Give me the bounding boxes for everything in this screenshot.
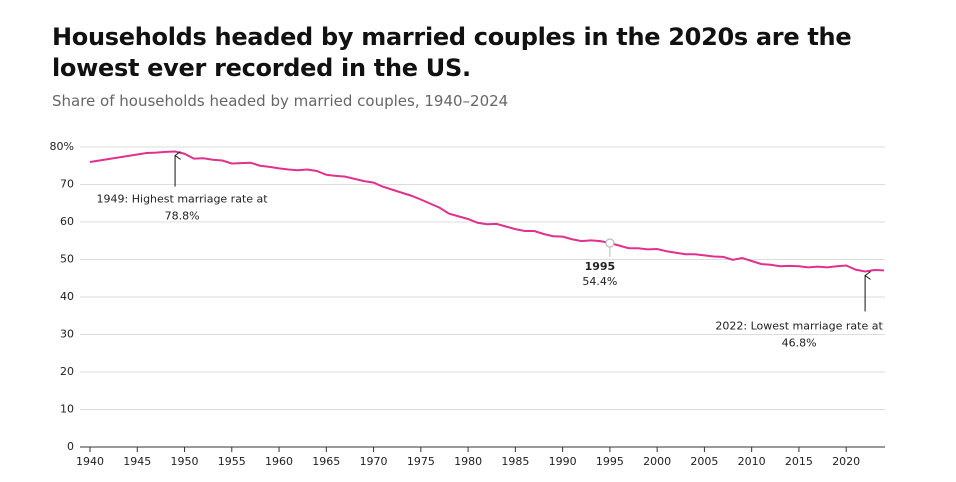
annotation-value: 78.8% [165,210,200,223]
y-tick-label: 10 [60,403,74,416]
x-tick-label: 1960 [265,455,293,468]
highlight-point [605,238,615,248]
x-tick-label: 1940 [76,455,104,468]
highlight-x-label: 1995 [585,260,616,273]
x-tick-label: 2015 [785,455,813,468]
x-tick-label: 1980 [454,455,482,468]
chart-title: Households headed by married couples in … [52,23,852,82]
x-tick-label: 1950 [171,455,199,468]
x-tick-label: 1995 [596,455,624,468]
x-tick-label: 1985 [501,455,529,468]
x-tick-label: 1990 [549,455,577,468]
annotation-value: 46.8% [782,337,817,350]
data-line [89,150,885,273]
chart-subtitle: Share of households headed by married co… [52,92,509,110]
x-tick-label: 2000 [643,455,671,468]
x-tick-label: 2005 [690,455,718,468]
x-tick-label: 1945 [123,455,151,468]
highlight-y-label: 54.4% [582,275,617,288]
y-tick-label: 40 [60,290,74,303]
x-tick-label: 1955 [218,455,246,468]
x-tick-label: 1970 [360,455,388,468]
x-tick-label: 2020 [832,455,860,468]
x-tick-label: 1975 [407,455,435,468]
x-tick-label: 2010 [738,455,766,468]
y-tick-label: 0 [67,440,74,453]
y-tick-label: 30 [60,328,74,341]
y-tick-label: 70 [60,178,74,191]
annotation-text: 1949: Highest marriage rate at [97,193,269,206]
y-tick-label: 50 [60,253,74,266]
annotation-text: 2022: Lowest marriage rate at [715,320,883,333]
y-tick-label: 60 [60,215,74,228]
y-tick-label: 20 [60,365,74,378]
x-tick-label: 1965 [312,455,340,468]
y-tick-label: 80% [50,140,74,153]
